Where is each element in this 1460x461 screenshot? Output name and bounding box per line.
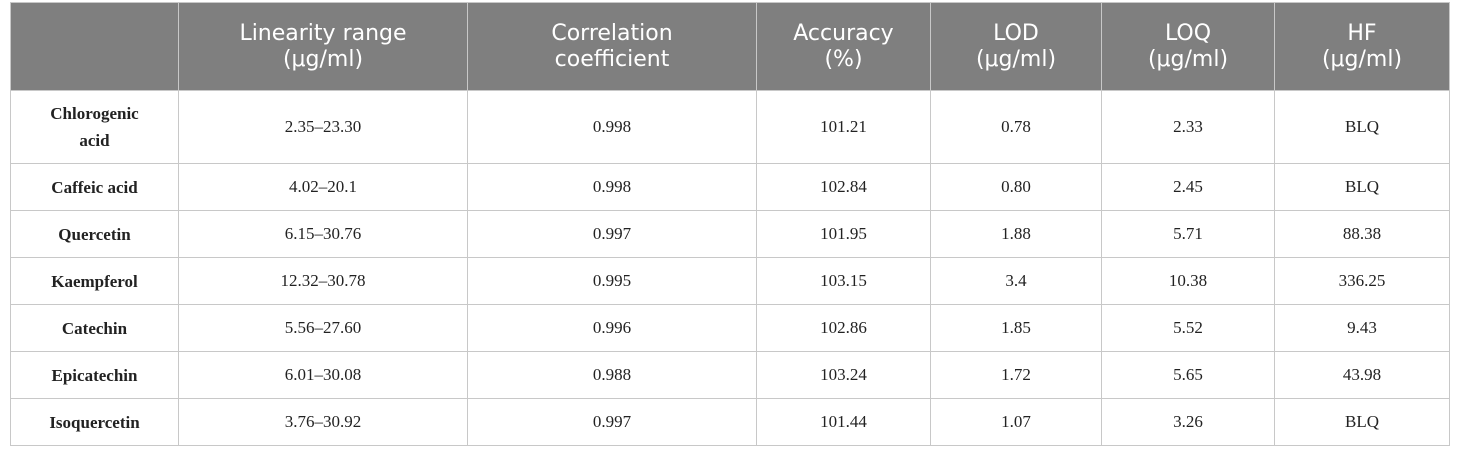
row-label-cell: Isoquercetin: [10, 398, 179, 446]
table-cell: 2.33: [1101, 90, 1275, 164]
header-text: coefficient: [554, 46, 670, 72]
table-cell: 5.71: [1101, 210, 1275, 258]
table-cell: 9.43: [1274, 304, 1450, 352]
table-cell: 103.15: [756, 257, 931, 305]
table-cell: 0.997: [467, 210, 757, 258]
table-body: Chlorogenic acid 2.35–23.30 0.998 101.21 0.7…: [10, 90, 1450, 446]
row-label: Caffeic acid: [51, 177, 138, 197]
table-cell: 2.45: [1101, 163, 1275, 211]
header-text: (μg/ml): [1321, 46, 1403, 72]
header-text: (%): [824, 46, 863, 72]
table-cell: 101.95: [756, 210, 931, 258]
table-cell: 5.56–27.60: [178, 304, 468, 352]
table-cell: 103.24: [756, 351, 931, 399]
header-text: Correlation: [551, 20, 673, 46]
row-label: Epicatechin: [51, 365, 138, 385]
table-cell: 1.88: [930, 210, 1102, 258]
header-text: Accuracy: [793, 20, 894, 46]
table-cell: BLQ: [1274, 398, 1450, 446]
row-label-cell: Chlorogenic acid: [10, 90, 179, 164]
table-cell: 0.998: [467, 90, 757, 164]
header-text: (μg/ml): [975, 46, 1057, 72]
table-cell: BLQ: [1274, 163, 1450, 211]
table-cell: 102.86: [756, 304, 931, 352]
row-label-cell: Quercetin: [10, 210, 179, 258]
header-cell: [10, 2, 179, 91]
header-text: (μg/ml): [1147, 46, 1229, 72]
table-cell: 0.995: [467, 257, 757, 305]
header-cell: Accuracy (%): [756, 2, 931, 91]
table-cell: 101.21: [756, 90, 931, 164]
table-cell: 0.80: [930, 163, 1102, 211]
table-cell: 0.996: [467, 304, 757, 352]
table-cell: 102.84: [756, 163, 931, 211]
table-row: Quercetin 6.15–30.76 0.997 101.95 1.88 5.71 88…: [10, 210, 1450, 258]
table-cell: 336.25: [1274, 257, 1450, 305]
table-cell: 12.32–30.78: [178, 257, 468, 305]
table-cell: 10.38: [1101, 257, 1275, 305]
row-label: Isoquercetin: [49, 412, 140, 432]
header-text: Linearity range: [239, 20, 407, 46]
header-text: LOQ: [1164, 20, 1212, 46]
table-row: Caffeic acid 4.02–20.1 0.998 102.84 0.80 2.45…: [10, 163, 1450, 211]
header-cell: Correlation coefficient: [467, 2, 757, 91]
row-label: Kaempferol: [51, 271, 138, 291]
table-cell: 0.997: [467, 398, 757, 446]
header-cell: LOD (μg/ml): [930, 2, 1102, 91]
table-cell: 5.52: [1101, 304, 1275, 352]
table-cell: 4.02–20.1: [178, 163, 468, 211]
table-row: Isoquercetin 3.76–30.92 0.997 101.44 1.07 3.2…: [10, 398, 1450, 446]
table-row: Catechin 5.56–27.60 0.996 102.86 1.85 5.52 9.4…: [10, 304, 1450, 352]
table-cell: 3.76–30.92: [178, 398, 468, 446]
table-cell: 2.35–23.30: [178, 90, 468, 164]
header-text: LOD: [993, 20, 1039, 46]
table-cell: 1.07: [930, 398, 1102, 446]
table-cell: 3.4: [930, 257, 1102, 305]
header-text: (μg/ml): [282, 46, 364, 72]
table-cell: 6.01–30.08: [178, 351, 468, 399]
table-cell: 43.98: [1274, 351, 1450, 399]
table-cell: 1.72: [930, 351, 1102, 399]
table-cell: 0.998: [467, 163, 757, 211]
row-label-cell: Catechin: [10, 304, 179, 352]
header-cell: LOQ (μg/ml): [1101, 2, 1275, 91]
row-label: Quercetin: [58, 224, 131, 244]
header-cell: HF (μg/ml): [1274, 2, 1450, 91]
table-cell: 88.38: [1274, 210, 1450, 258]
row-label: Chlorogenic acid: [50, 104, 139, 150]
table-cell: 3.26: [1101, 398, 1275, 446]
row-label-cell: Caffeic acid: [10, 163, 179, 211]
table-row: Kaempferol 12.32–30.78 0.995 103.15 3.4 10.38…: [10, 257, 1450, 305]
table-cell: 0.988: [467, 351, 757, 399]
row-label-cell: Epicatechin: [10, 351, 179, 399]
row-label: Catechin: [61, 318, 128, 338]
table-cell: 6.15–30.76: [178, 210, 468, 258]
table-cell: 101.44: [756, 398, 931, 446]
header-row: Linearity range (μg/ml) Correlation coeffic…: [10, 2, 1450, 91]
table-cell: 5.65: [1101, 351, 1275, 399]
table-cell: 1.85: [930, 304, 1102, 352]
header-cell: Linearity range (μg/ml): [178, 2, 468, 91]
table-cell: BLQ: [1274, 90, 1450, 164]
table-row: Epicatechin 6.01–30.08 0.988 103.24 1.72 5.65…: [10, 351, 1450, 399]
table-row: Chlorogenic acid 2.35–23.30 0.998 101.21 0.7…: [10, 90, 1450, 164]
table-cell: 0.78: [930, 90, 1102, 164]
data-table: Linearity range (μg/ml) Correlation coeffic…: [10, 2, 1450, 446]
header-text: HF: [1347, 20, 1377, 46]
row-label-cell: Kaempferol: [10, 257, 179, 305]
